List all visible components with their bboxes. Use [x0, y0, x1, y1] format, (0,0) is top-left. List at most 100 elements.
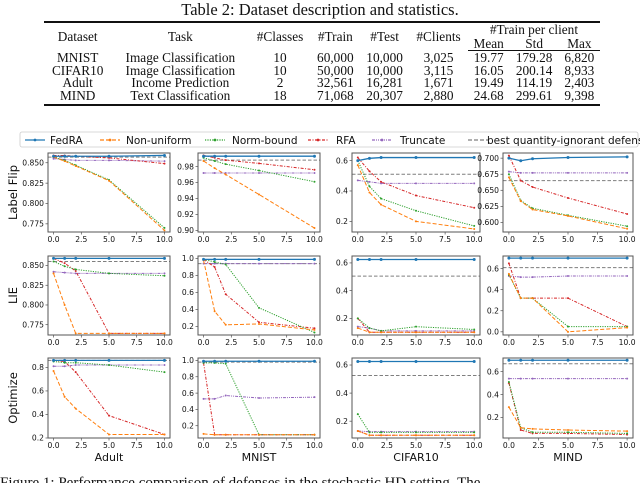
data-point — [626, 326, 629, 329]
data-point — [507, 262, 510, 265]
data-point — [473, 206, 476, 209]
data-point — [74, 159, 77, 162]
plot-area — [198, 154, 320, 230]
y-tick-label: 0.4 — [336, 187, 348, 196]
subplot-lie-cifar10: 0.0 2.5 5.0 7.5 10.0 0.2 0.4 0.6 — [336, 255, 483, 347]
series-non-uniform-line — [508, 273, 628, 333]
y-tick-label: 0.700 — [477, 154, 499, 163]
data-point — [312, 257, 316, 261]
data-point — [567, 297, 569, 300]
subplot-lie-mind: 0.0 2.5 5.0 7.5 10.0 0.0 0.2 0.4 0.6 — [487, 255, 636, 347]
x-tick-label: 0.0 — [48, 441, 60, 450]
table-cell: 2,880 — [409, 89, 468, 106]
data-point — [108, 179, 110, 182]
data-point — [52, 154, 56, 158]
plot-area — [48, 256, 170, 335]
data-point — [313, 262, 316, 265]
plot-area — [503, 256, 633, 333]
data-point — [202, 397, 205, 400]
table-row: Adult Income Prediction 2 32,561 16,281 1,671… — [44, 75, 600, 90]
data-point — [52, 369, 55, 372]
data-point — [356, 156, 359, 159]
data-point — [567, 196, 569, 199]
data-point — [224, 257, 228, 261]
y-tick-label: 0.2 — [487, 413, 499, 422]
header-classes: #Classes — [249, 21, 311, 51]
x-tick-label: 2.5 — [225, 338, 237, 347]
series-norm-bound-line — [508, 381, 628, 434]
y-tick-label: 0.8 — [182, 372, 194, 381]
x-tick-label: 7.5 — [592, 235, 604, 244]
x-tick-label: 2.5 — [225, 441, 237, 450]
series-non-uniform-line — [53, 370, 165, 435]
series-truncate-line — [508, 275, 628, 278]
data-point — [224, 323, 227, 326]
x-tick-label: 10.0 — [306, 338, 323, 347]
y-tick-label: 0.2 — [336, 417, 348, 426]
data-point — [313, 331, 316, 334]
data-point — [74, 272, 77, 275]
header-train: #Train — [310, 21, 360, 51]
data-point — [163, 364, 166, 367]
y-tick-label: 0.4 — [487, 390, 499, 399]
axes-frame — [502, 255, 634, 336]
data-point — [163, 162, 166, 165]
table-cell: 1,671 — [423, 75, 454, 90]
x-tick-label: 0.0 — [48, 235, 60, 244]
data-point — [258, 397, 260, 399]
series-rfa-line — [357, 157, 475, 209]
data-point — [356, 257, 360, 261]
data-point — [531, 297, 534, 300]
x-tick-label: 7.5 — [439, 235, 451, 244]
series-non-uniform-line — [357, 327, 475, 333]
x-tick-label: 7.5 — [131, 338, 143, 347]
data-point — [356, 179, 359, 182]
data-point — [162, 256, 166, 260]
data-point — [313, 180, 316, 183]
x-tick-label: 0.0 — [198, 235, 210, 244]
y-tick-label: 0.825 — [22, 281, 44, 290]
y-tick-label: 0.2 — [336, 217, 348, 226]
x-tick-label: 5.0 — [103, 338, 115, 347]
data-point — [258, 262, 260, 265]
y-tick-label: 0.775 — [22, 220, 44, 229]
axes-frame — [502, 152, 634, 233]
data-point — [224, 263, 227, 266]
plot-area — [48, 358, 170, 436]
table-cell: 24.68 — [467, 89, 510, 106]
x-tick-label: 2.5 — [532, 441, 544, 450]
data-point — [380, 331, 383, 334]
data-point — [224, 163, 227, 166]
data-point — [415, 325, 417, 328]
y-tick-label: 0.600 — [477, 218, 499, 227]
data-point — [63, 395, 66, 398]
data-point — [63, 358, 67, 362]
data-point — [368, 331, 371, 334]
table-cell: 18 — [249, 89, 311, 106]
data-point — [356, 325, 359, 328]
series-norm-bound-line — [508, 173, 628, 227]
subplot-lie-adult: 0.0 2.5 5.0 7.5 10.0 0.775 0.800 0.825 0.850 — [22, 255, 173, 347]
data-point — [567, 431, 569, 434]
y-tick-label: 1.0 — [182, 356, 194, 365]
data-point — [224, 159, 227, 162]
data-point — [63, 154, 67, 158]
data-point — [257, 257, 261, 261]
series-non-uniform-line — [508, 177, 628, 230]
table-cell: 16,281 — [366, 75, 403, 90]
data-point — [519, 256, 523, 260]
dataset-table: Dataset Task #Classes #Train #Test #Clie… — [44, 21, 600, 106]
legend-marker — [316, 138, 320, 142]
data-point — [313, 168, 316, 171]
data-point — [507, 272, 510, 275]
data-point — [507, 156, 511, 160]
data-point — [473, 182, 476, 185]
table-cell: 16.05 — [473, 62, 504, 78]
x-tick-label: 10.0 — [306, 235, 323, 244]
subplot-label-flip-cifar10: 0.0 2.5 5.0 7.5 10.0 0.2 0.4 0.6 — [336, 152, 483, 244]
x-tick-label: 0.0 — [48, 338, 60, 347]
y-tick-label: 0.6 — [182, 288, 194, 297]
y-tick-label: 0.4 — [336, 286, 348, 295]
table-cell: 10,000 — [366, 49, 403, 65]
data-point — [379, 156, 383, 160]
